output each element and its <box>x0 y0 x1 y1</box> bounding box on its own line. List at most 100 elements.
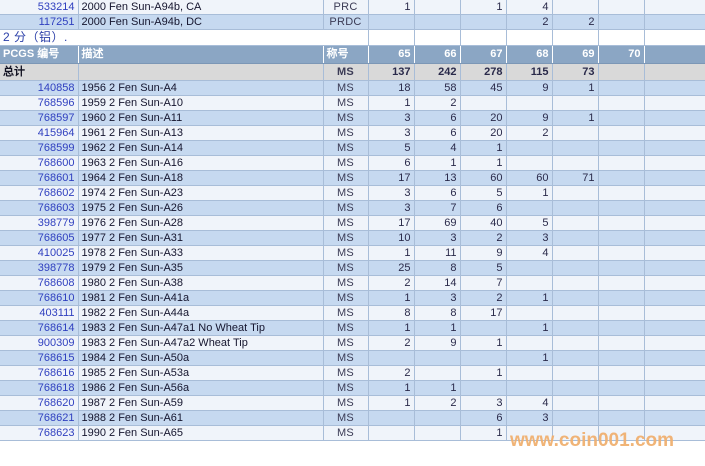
pcgs-number-link[interactable]: 768600 <box>37 157 75 169</box>
column-header-grade-67[interactable]: 67 <box>460 45 507 64</box>
designation-cell: MS <box>323 80 369 96</box>
pcgs-number-link[interactable]: 768599 <box>37 142 75 154</box>
pcgs-number-link[interactable]: 398778 <box>37 262 75 274</box>
pcgs-number-link[interactable]: 140858 <box>37 82 75 94</box>
pcgs-number-link[interactable]: 398779 <box>37 217 75 229</box>
row-total-cell: 28 <box>644 185 705 201</box>
grade-67-cell: 1 <box>460 335 507 351</box>
pcgs-number-link[interactable]: 900309 <box>37 337 75 349</box>
grade-67-cell: 45 <box>460 80 507 96</box>
grade-67-cell: 1 <box>460 365 507 381</box>
designation-cell: MS <box>323 215 369 231</box>
grade-69-cell <box>552 215 599 231</box>
grade-66-cell: 1 <box>414 320 461 336</box>
designation-cell: MS <box>323 230 369 246</box>
grade-67-cell: 6 <box>460 200 507 216</box>
pcgs-number-link[interactable]: 117251 <box>38 16 75 28</box>
pcgs-number-link[interactable]: 768620 <box>37 397 75 409</box>
grade-67-cell: 20 <box>460 125 507 141</box>
column-header-grade-69[interactable]: 69 <box>552 45 599 64</box>
grade-69-cell <box>552 95 599 111</box>
pcgs-number-link[interactable]: 768610 <box>37 292 75 304</box>
grade-69-cell <box>552 125 599 141</box>
grade-65-cell: 17 <box>368 215 415 231</box>
row-total-cell: 1 <box>644 350 705 366</box>
column-header-pcgs-number[interactable]: PCGS 编号 <box>0 45 79 64</box>
grade-68-cell <box>506 305 553 321</box>
pcgs-number-link[interactable]: 533214 <box>37 1 75 13</box>
pcgs-number-link[interactable]: 415964 <box>37 127 75 139</box>
pcgs-number-link[interactable]: 768614 <box>37 322 75 334</box>
description-cell: 1985 2 Fen Sun-A53a <box>78 365 324 381</box>
column-header-grade-68[interactable]: 68 <box>506 45 553 64</box>
grade-70-cell <box>598 245 645 261</box>
pcgs-number-link[interactable]: 768623 <box>37 427 75 439</box>
pcgs-number-cell: 398778 <box>0 260 79 276</box>
pcgs-number-link[interactable]: 768618 <box>37 382 75 394</box>
grade-70-cell <box>598 170 645 186</box>
pcgs-number-link[interactable]: 768616 <box>37 367 75 379</box>
grade-70-cell <box>598 275 645 291</box>
column-header-grade-66[interactable]: 66 <box>414 45 461 64</box>
grade-65-cell: 1 <box>368 395 415 411</box>
grade-66-cell: 1 <box>414 155 461 171</box>
pcgs-number-link[interactable]: 768596 <box>37 97 75 109</box>
pcgs-number-link[interactable]: 768603 <box>37 202 75 214</box>
designation-cell: MS <box>323 395 369 411</box>
pcgs-number-cell: 398779 <box>0 215 79 231</box>
column-header-grade-65[interactable]: 65 <box>368 45 415 64</box>
pcgs-number-cell: 140858 <box>0 80 79 96</box>
pcgs-number-link[interactable]: 768597 <box>37 112 75 124</box>
pcgs-number-link[interactable]: 768605 <box>37 232 75 244</box>
pcgs-number-link[interactable]: 768615 <box>37 352 75 364</box>
column-header-description[interactable]: 描述 <box>78 45 324 64</box>
grade-67-cell: 6 <box>460 410 507 426</box>
row-total-cell: 12 <box>644 335 705 351</box>
grade-68-cell: 2 <box>506 14 553 30</box>
grade-70-cell <box>598 80 645 96</box>
description-cell: 1956 2 Fen Sun-A4 <box>78 80 324 96</box>
pcgs-number-link[interactable]: 403111 <box>39 307 75 319</box>
row-total-cell: 16 <box>644 140 705 156</box>
column-header-designation[interactable]: 称号 <box>323 45 369 64</box>
grade-69-cell <box>552 245 599 261</box>
grade-66-cell: 8 <box>414 260 461 276</box>
description-cell: 1977 2 Fen Sun-A31 <box>78 230 324 246</box>
pcgs-number-cell: 768600 <box>0 155 79 171</box>
row-total-cell: 36 <box>644 155 705 171</box>
section-title: 2 分（铝）. <box>0 29 369 46</box>
description-cell: 1961 2 Fen Sun-A13 <box>78 125 324 141</box>
grade-70-cell <box>598 410 645 426</box>
column-header-grade-70[interactable]: 70 <box>598 45 645 64</box>
row-total-cell: 2 <box>644 380 705 396</box>
description-cell: 1986 2 Fen Sun-A56a <box>78 380 324 396</box>
section-spacer-cell <box>552 29 599 46</box>
column-header-total[interactable]: 总计 <box>644 45 705 64</box>
pcgs-number-link[interactable]: 768602 <box>37 187 75 199</box>
grade-70-cell <box>598 125 645 141</box>
description-cell: 1984 2 Fen Sun-A50a <box>78 350 324 366</box>
grade-66-cell: 69 <box>414 215 461 231</box>
description-cell: 2000 Fen Sun-A94b, DC <box>78 14 324 30</box>
pcgs-number-link[interactable]: 768601 <box>37 172 75 184</box>
description-cell: 1990 2 Fen Sun-A65 <box>78 425 324 441</box>
row-total-cell: 24 <box>644 275 705 291</box>
description-cell: 1983 2 Fen Sun-A47a2 Wheat Tip <box>78 335 324 351</box>
grand-total-grade-70 <box>598 63 645 81</box>
pcgs-number-link[interactable]: 768621 <box>37 412 75 424</box>
grade-70-cell <box>598 14 645 30</box>
grade-69-cell <box>552 350 599 366</box>
grade-67-cell: 7 <box>460 275 507 291</box>
grade-65-cell: 3 <box>368 200 415 216</box>
grade-66-cell: 7 <box>414 200 461 216</box>
designation-cell: MS <box>323 275 369 291</box>
pcgs-number-link[interactable]: 410025 <box>37 247 75 259</box>
pcgs-number-link[interactable]: 768608 <box>37 277 75 289</box>
row-total-cell: 52 <box>644 110 705 126</box>
